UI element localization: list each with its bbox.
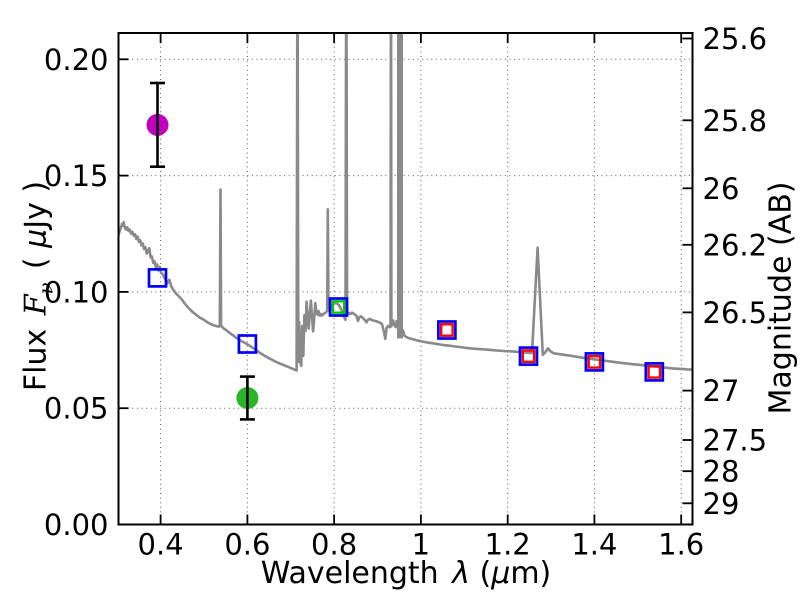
- x-tick-label: 0.4: [138, 528, 184, 562]
- photometry-square-inner: [440, 323, 454, 337]
- photometry-square-outer: [437, 320, 457, 340]
- y-tick-label-left: 0.05: [44, 392, 109, 426]
- photometry-square-outer: [237, 334, 258, 354]
- photometry-square-outer: [644, 362, 665, 382]
- flux-symbol: Fν: [18, 282, 58, 316]
- photometry-square-outer: [584, 352, 605, 372]
- model-spectrum-line: [118, 33, 693, 372]
- y-tick-label-left: 0.10: [44, 275, 109, 309]
- mu-symbol: μ: [491, 556, 511, 591]
- y-tick-label-left: 0.20: [44, 43, 109, 77]
- x-tick-label: 1.4: [571, 528, 617, 562]
- x-axis-unit-open: (: [479, 556, 492, 591]
- x-tick-label: 1.6: [658, 528, 704, 562]
- y-tick-label-right: 26.5: [703, 296, 768, 330]
- photometry-square-inner: [331, 300, 346, 314]
- plot-frame: [117, 32, 694, 526]
- y-axis-label-word: Flux: [18, 328, 54, 392]
- plot-background: [118, 33, 693, 525]
- y-tick-label-right: 29: [703, 487, 740, 521]
- y-tick-label-right: 28: [703, 455, 740, 489]
- lambda-symbol: λ: [452, 556, 470, 591]
- x-tick-label: 1.2: [485, 528, 531, 562]
- y-tick-label-right: 27: [703, 374, 740, 408]
- photometry-square-outer: [328, 297, 349, 317]
- y-axis-unit-open: (: [18, 247, 54, 270]
- x-axis-label-word: Wavelength: [260, 556, 439, 591]
- photometry-square-inner: [521, 349, 536, 363]
- y-tick-label-left: 0.00: [44, 508, 109, 542]
- photometry-square-outer: [518, 346, 539, 366]
- emission-line-band: [397, 33, 403, 339]
- y-tick-label-right: 25.6: [703, 22, 768, 56]
- x-axis-unit-close: m): [510, 556, 552, 591]
- y-tick-label-right: 26.2: [703, 228, 768, 262]
- photometry-square-inner: [647, 365, 662, 379]
- x-tick-label: 0.6: [224, 528, 270, 562]
- x-axis-label: Wavelength λ (μm): [261, 556, 552, 591]
- x-tick-label: 0.8: [311, 528, 357, 562]
- y-tick-label-right: 27.5: [703, 424, 768, 458]
- nu-subscript: ν: [34, 282, 58, 295]
- y-axis-label-left: Flux Fν ( μJy ): [19, 181, 58, 391]
- mu-symbol-left: μ: [18, 228, 54, 248]
- photometry-square-outer: [147, 268, 168, 288]
- x-tick-label: 1: [412, 528, 430, 562]
- y-tick-label-left: 0.15: [44, 159, 109, 193]
- y-tick-label-right: 25.8: [703, 104, 768, 138]
- y-axis-label-right: Magnitude (AB): [763, 181, 799, 415]
- photometry-square-inner: [587, 355, 602, 369]
- y-axis-unit-close: Jy ): [18, 180, 54, 229]
- y-tick-label-right: 26: [703, 172, 740, 206]
